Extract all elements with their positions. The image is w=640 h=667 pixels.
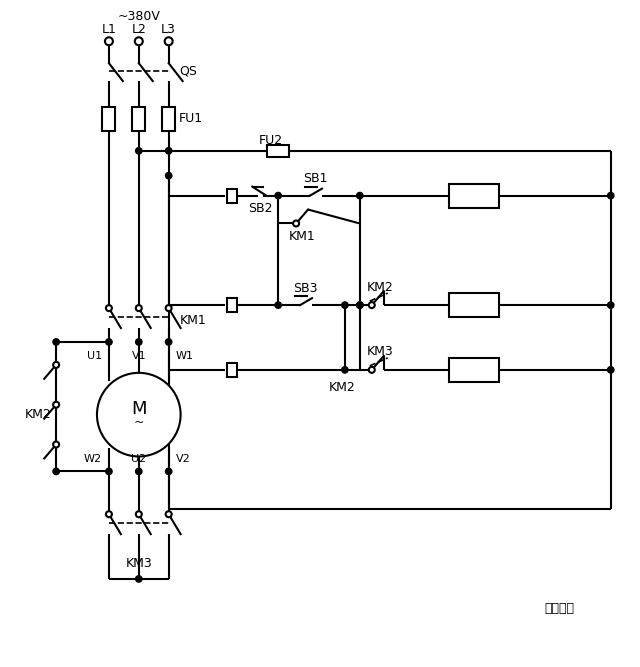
Text: W2: W2 [84, 454, 102, 464]
Circle shape [136, 576, 142, 582]
Text: M: M [131, 400, 147, 418]
Text: V1: V1 [131, 351, 146, 361]
Circle shape [53, 468, 60, 475]
Text: KM3: KM3 [125, 558, 152, 570]
Text: SB3: SB3 [293, 281, 317, 295]
Text: KM2: KM2 [366, 281, 393, 293]
Circle shape [275, 302, 282, 308]
Text: L2: L2 [131, 23, 146, 36]
Bar [132, 107, 145, 131]
Bar [449, 358, 499, 382]
Circle shape [369, 367, 375, 373]
Circle shape [164, 37, 173, 45]
Text: KM2: KM2 [461, 364, 488, 376]
Circle shape [166, 339, 172, 345]
Text: SB2: SB2 [248, 202, 273, 215]
Circle shape [607, 302, 614, 308]
Text: W1: W1 [175, 351, 194, 361]
Text: KM2: KM2 [24, 408, 51, 421]
Bar [102, 107, 115, 131]
Circle shape [166, 468, 172, 475]
Text: KM1: KM1 [461, 189, 488, 202]
Circle shape [106, 339, 112, 345]
Text: KM3: KM3 [461, 299, 488, 311]
Text: FU2: FU2 [259, 134, 282, 147]
Text: L1: L1 [102, 23, 116, 36]
Text: V2: V2 [175, 454, 190, 464]
Circle shape [356, 302, 363, 308]
Bar [268, 145, 289, 157]
Circle shape [97, 373, 180, 456]
Text: U1: U1 [87, 351, 102, 361]
Circle shape [106, 305, 112, 311]
Bar [449, 293, 499, 317]
Circle shape [166, 173, 172, 179]
Circle shape [106, 511, 112, 517]
Circle shape [293, 221, 299, 227]
Text: 技成培训: 技成培训 [544, 602, 574, 615]
Text: KM3: KM3 [366, 346, 393, 358]
Circle shape [342, 367, 348, 373]
Circle shape [136, 339, 142, 345]
Circle shape [166, 511, 172, 517]
Circle shape [356, 192, 363, 199]
Circle shape [275, 192, 282, 199]
Text: SB1: SB1 [303, 172, 327, 185]
Circle shape [166, 147, 172, 154]
Text: ~: ~ [134, 416, 144, 429]
Text: KM2: KM2 [328, 382, 355, 394]
Text: KM1: KM1 [180, 313, 206, 327]
Text: KM1: KM1 [289, 230, 316, 243]
Circle shape [356, 302, 363, 308]
Text: QS: QS [180, 65, 198, 77]
Text: L3: L3 [161, 23, 176, 36]
Circle shape [135, 37, 143, 45]
Circle shape [106, 468, 112, 475]
Text: FU1: FU1 [179, 113, 203, 125]
Text: ~380V: ~380V [117, 10, 160, 23]
Circle shape [136, 511, 142, 517]
Circle shape [369, 302, 375, 308]
Circle shape [166, 305, 172, 311]
Circle shape [607, 367, 614, 373]
Circle shape [53, 362, 59, 368]
Circle shape [136, 468, 142, 475]
Text: U2: U2 [131, 454, 147, 464]
Circle shape [607, 192, 614, 199]
Bar [162, 107, 175, 131]
Circle shape [105, 37, 113, 45]
Circle shape [53, 442, 59, 448]
Bar [449, 183, 499, 207]
Circle shape [136, 305, 142, 311]
Circle shape [53, 339, 60, 345]
Circle shape [53, 402, 59, 408]
Circle shape [342, 302, 348, 308]
Circle shape [136, 147, 142, 154]
